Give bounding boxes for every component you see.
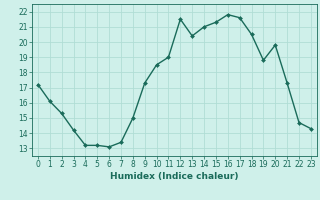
X-axis label: Humidex (Indice chaleur): Humidex (Indice chaleur) — [110, 172, 239, 181]
